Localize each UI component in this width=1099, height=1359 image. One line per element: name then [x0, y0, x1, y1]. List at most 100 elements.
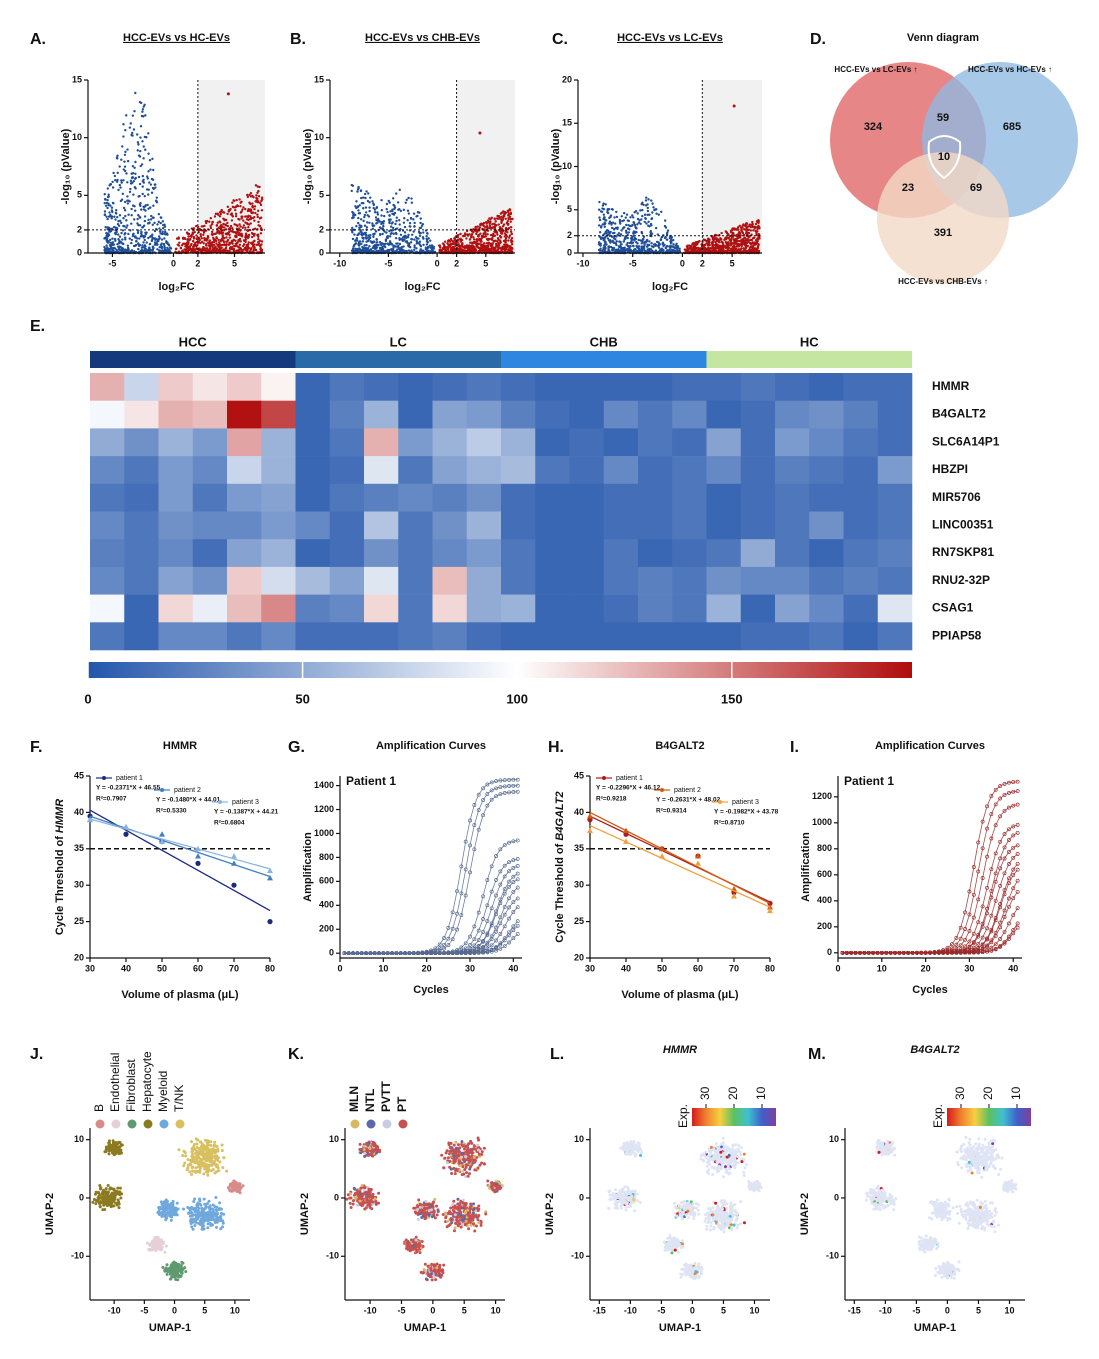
point — [491, 222, 494, 226]
point — [632, 232, 635, 235]
point — [232, 238, 236, 241]
point — [207, 244, 211, 247]
point — [151, 178, 155, 181]
point — [363, 215, 366, 219]
point — [419, 217, 422, 220]
point — [133, 177, 137, 180]
point — [256, 185, 259, 188]
heat-cell — [877, 400, 913, 429]
panel-label: L. — [550, 1046, 564, 1063]
point — [392, 197, 395, 200]
point — [259, 201, 262, 205]
point — [629, 216, 632, 219]
point — [425, 235, 428, 238]
point — [597, 248, 601, 252]
point — [245, 222, 249, 225]
point — [161, 220, 165, 223]
point — [108, 230, 111, 233]
point — [412, 230, 415, 233]
point — [606, 211, 610, 215]
venn-set-name: HCC-EVs vs CHB-EVs ↑ — [898, 277, 988, 286]
group-bar — [90, 351, 296, 368]
point — [384, 239, 388, 243]
point — [203, 246, 206, 250]
point — [741, 226, 744, 229]
heat-cell — [158, 539, 194, 568]
point — [399, 233, 403, 236]
point — [402, 249, 405, 252]
group-label: LC — [390, 334, 408, 349]
equation: Y = -0.1387*X + 44.21 — [214, 809, 279, 816]
point — [622, 219, 626, 222]
cell — [114, 1148, 118, 1152]
point — [618, 218, 622, 222]
point — [150, 191, 154, 194]
heat-cell — [466, 622, 502, 651]
point — [665, 249, 669, 252]
cell — [108, 1149, 112, 1153]
point — [377, 217, 380, 221]
point — [743, 224, 747, 228]
point — [140, 230, 143, 234]
point — [657, 244, 660, 247]
heat-cell — [364, 456, 399, 485]
row-label: CSAG1 — [932, 601, 974, 615]
point — [141, 108, 145, 111]
point — [210, 223, 214, 226]
row-label: LINC00351 — [932, 518, 994, 532]
point — [627, 231, 631, 234]
venn-count: 59 — [937, 112, 949, 124]
y-tick-label: 0 — [79, 1192, 84, 1202]
colorbar-tick-label: 150 — [721, 691, 743, 706]
point — [150, 214, 153, 218]
equation: Y = -0.1982*X + 43.78 — [714, 809, 779, 816]
point — [480, 234, 484, 238]
heat-cell — [501, 539, 536, 568]
point — [216, 212, 219, 215]
heat-cell — [158, 511, 194, 540]
point — [203, 236, 206, 240]
point — [215, 242, 218, 245]
point — [122, 123, 125, 126]
heat-cell — [740, 511, 776, 540]
point — [676, 245, 680, 248]
point — [160, 238, 164, 241]
point — [666, 229, 670, 232]
heat-cell — [158, 373, 194, 401]
point — [350, 189, 353, 193]
point — [158, 227, 161, 230]
x-axis-label: Volume of plasma (μL) — [121, 989, 238, 1001]
point — [244, 232, 248, 235]
point — [118, 165, 121, 168]
heat-cell — [398, 594, 433, 623]
heat-cell — [877, 428, 913, 457]
venn-set-name: HCC-EVs vs LC-EVs ↑ — [834, 65, 917, 74]
heat-cell — [569, 594, 605, 623]
heat-cell — [775, 511, 810, 540]
point — [683, 248, 687, 251]
point — [133, 166, 136, 169]
point — [410, 233, 414, 237]
point — [175, 247, 178, 250]
point — [613, 216, 616, 219]
point — [627, 219, 631, 223]
point — [478, 239, 482, 242]
point — [412, 218, 415, 221]
point — [244, 207, 247, 211]
point — [148, 181, 151, 184]
point — [234, 208, 237, 212]
venn-count: 10 — [938, 151, 950, 163]
point — [419, 226, 423, 230]
point — [353, 233, 356, 236]
point — [747, 228, 751, 231]
point — [137, 154, 141, 157]
heat-cell — [569, 622, 605, 651]
point — [482, 232, 485, 235]
x-tick-label: 5 — [730, 258, 735, 268]
point — [134, 235, 137, 238]
point — [237, 233, 240, 237]
point — [405, 198, 408, 202]
point — [706, 247, 710, 250]
point — [139, 149, 142, 153]
heat-cell — [158, 566, 194, 595]
